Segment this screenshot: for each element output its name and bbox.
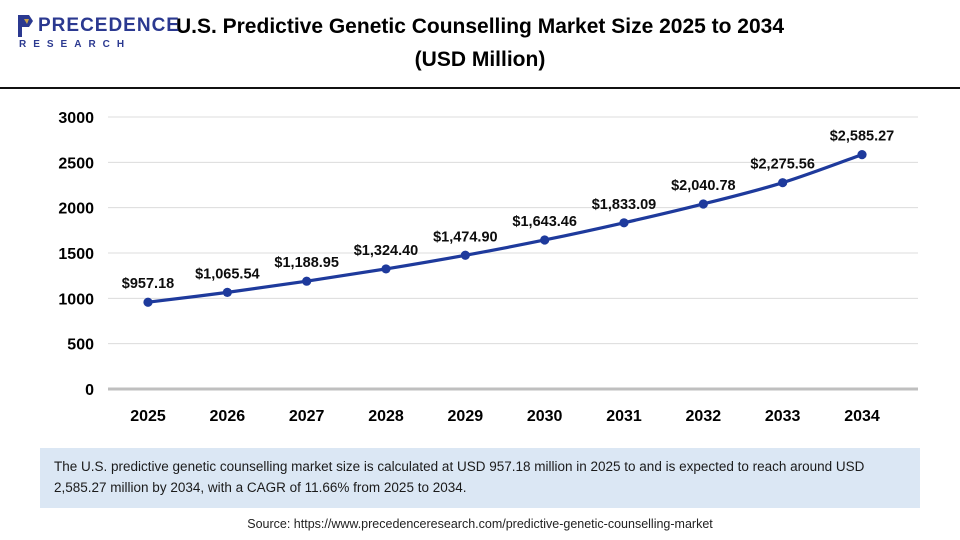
page-title: U.S. Predictive Genetic Counselling Mark…	[0, 0, 960, 76]
x-tick-label: 2031	[606, 408, 642, 425]
y-tick-label: 3000	[58, 110, 94, 127]
x-tick-label: 2026	[210, 408, 246, 425]
y-tick-label: 2000	[58, 201, 94, 218]
y-tick-label: 2500	[58, 155, 94, 172]
y-tick-label: 1000	[58, 291, 94, 308]
chart-area: 0 500 1000 1500 2000 2500 3000 2025 2026 2027 2028…	[0, 93, 960, 438]
data-point-label: $1,833.09	[592, 197, 657, 213]
source-text: Source: https://www.precedenceresearch.c…	[247, 516, 713, 531]
data-point	[778, 178, 788, 188]
data-point	[222, 287, 232, 297]
data-point-label: $957.18	[122, 276, 174, 292]
page-title-line1: U.S. Predictive Genetic Counselling Mark…	[175, 15, 785, 38]
logo-name-text: PRECEDENCE	[38, 15, 180, 36]
y-tick-label: 0	[85, 382, 94, 399]
market-size-line-chart: 0 500 1000 1500 2000 2500 3000 2025 2026 2027 2028…	[58, 110, 918, 425]
x-tick-label: 2033	[765, 408, 801, 425]
x-tick-label: 2029	[448, 408, 484, 425]
data-point	[857, 150, 867, 160]
series-line	[146, 153, 864, 304]
data-point-label: $2,585.27	[830, 129, 895, 145]
data-point	[698, 199, 708, 209]
header: PRECEDENCE RESEARCH U.S. Predictive Gene…	[0, 0, 960, 89]
page-title-line2: (USD Million)	[414, 47, 546, 71]
summary-note: The U.S. predictive genetic counselling …	[40, 448, 920, 508]
logo-name: PRECEDENCE	[16, 15, 206, 37]
data-point	[302, 276, 312, 286]
x-tick-label: 2027	[289, 408, 325, 425]
data-point	[540, 235, 550, 245]
logo-p-icon	[16, 15, 34, 37]
data-point	[619, 218, 629, 228]
data-point-label: $2,040.78	[671, 178, 736, 194]
data-point	[381, 264, 391, 274]
y-tick-label: 1500	[58, 246, 94, 263]
data-point	[143, 297, 153, 307]
logo-subname-text: RESEARCH	[19, 39, 132, 50]
data-point-label: $1,065.54	[195, 266, 260, 282]
x-tick-label: 2025	[130, 408, 166, 425]
data-point-label: $1,188.95	[274, 255, 339, 271]
data-point	[460, 250, 470, 260]
data-point-label: $2,275.56	[750, 157, 815, 173]
x-tick-label: 2032	[686, 408, 722, 425]
data-point-label: $1,474.90	[433, 229, 498, 245]
data-point-label: $1,324.40	[354, 243, 419, 259]
x-tick-label: 2028	[368, 408, 404, 425]
y-tick-label: 500	[67, 337, 94, 354]
precedence-research-logo: PRECEDENCE RESEARCH	[16, 15, 206, 50]
data-point-label: $1,643.46	[512, 214, 577, 230]
x-tick-label: 2034	[844, 408, 880, 425]
x-tick-label: 2030	[527, 408, 563, 425]
